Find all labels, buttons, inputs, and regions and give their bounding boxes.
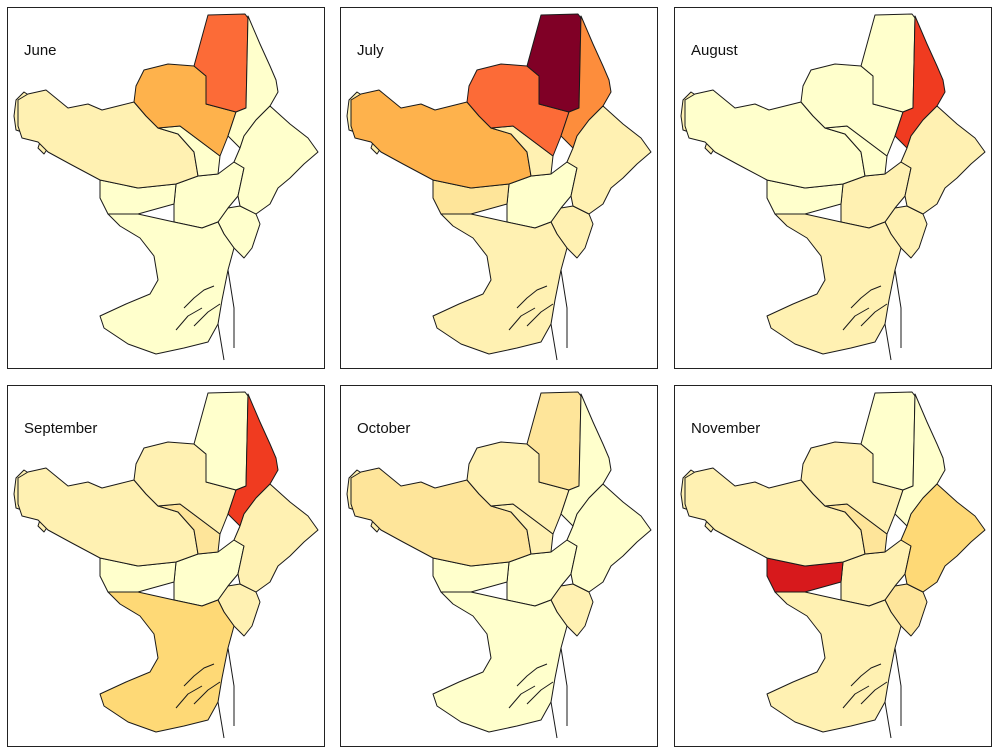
choropleth-map: [13, 391, 319, 739]
port-outline-1: [560, 647, 568, 726]
port-outline-0: [884, 701, 892, 739]
map-panel-july: July: [340, 7, 658, 369]
port-outline-1: [894, 269, 902, 348]
port-outline-0: [217, 701, 225, 739]
port-outline-0: [884, 323, 892, 361]
port-outline-3: [842, 685, 870, 709]
panel-title: November: [691, 420, 761, 437]
district-sants-montjuic: [766, 591, 902, 733]
district-sant-marti: [566, 105, 652, 215]
choropleth-map: [13, 13, 319, 361]
map-panel-august: August: [674, 7, 992, 369]
port-outline-4: [860, 681, 888, 705]
district-sants-montjuic: [766, 213, 902, 355]
choropleth-map: [346, 13, 652, 361]
port-outline-4: [193, 303, 221, 327]
district-sant-marti: [900, 105, 986, 215]
port-outline-2: [850, 285, 882, 309]
choropleth-map: [680, 391, 986, 739]
map-panel-september: September: [7, 385, 325, 747]
port-outline-3: [508, 685, 536, 709]
port-outline-4: [526, 681, 554, 705]
district-sant-marti: [233, 483, 319, 593]
choropleth-map: [680, 13, 986, 361]
map-panel-october: October: [340, 385, 658, 747]
district-sant-marti: [566, 483, 652, 593]
port-outline-4: [860, 303, 888, 327]
port-outline-1: [894, 647, 902, 726]
district-sant-marti: [900, 483, 986, 593]
port-outline-1: [227, 269, 235, 348]
port-outline-2: [183, 663, 215, 687]
port-outline-1: [227, 647, 235, 726]
choropleth-map: [346, 391, 652, 739]
port-outline-3: [842, 307, 870, 331]
district-sants-montjuic: [432, 213, 568, 355]
panel-title: August: [691, 42, 738, 59]
district-sants-montjuic: [432, 591, 568, 733]
district-sants-montjuic: [99, 591, 235, 733]
port-outline-3: [508, 307, 536, 331]
panel-title: June: [24, 42, 57, 59]
port-outline-3: [175, 685, 203, 709]
port-outline-0: [550, 323, 558, 361]
panel-title: July: [357, 42, 384, 59]
map-panel-june: June: [7, 7, 325, 369]
port-outline-4: [526, 303, 554, 327]
port-outline-4: [193, 681, 221, 705]
port-outline-0: [217, 323, 225, 361]
port-outline-2: [850, 663, 882, 687]
map-panel-november: November: [674, 385, 992, 747]
port-outline-2: [516, 285, 548, 309]
district-sants-montjuic: [99, 213, 235, 355]
panel-title: September: [24, 420, 98, 437]
panel-title: October: [357, 420, 411, 437]
district-sant-marti: [233, 105, 319, 215]
port-outline-0: [550, 701, 558, 739]
port-outline-3: [175, 307, 203, 331]
port-outline-2: [516, 663, 548, 687]
port-outline-1: [560, 269, 568, 348]
port-outline-2: [183, 285, 215, 309]
